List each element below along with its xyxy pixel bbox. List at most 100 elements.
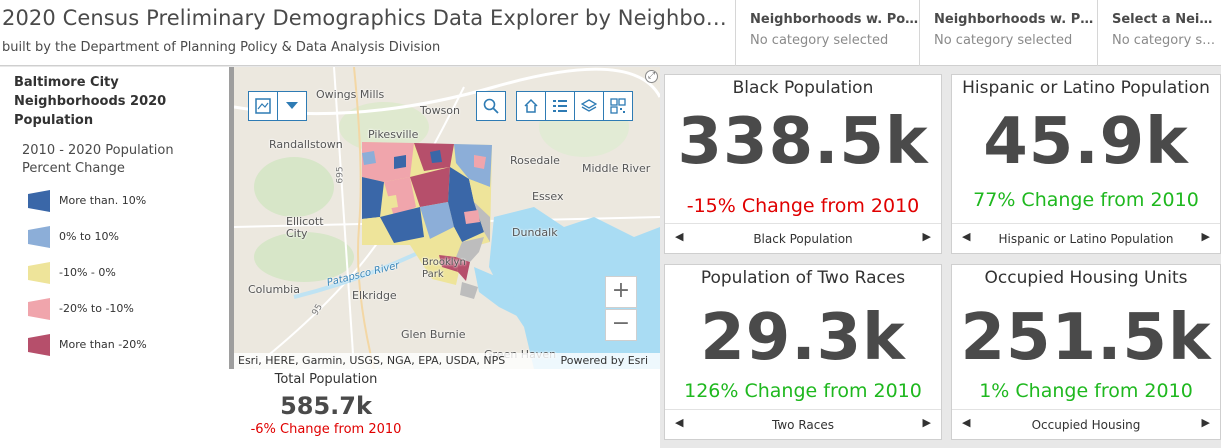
card-nav-label: Two Races [772,418,834,432]
map-place-label: Ellicott City [286,215,324,240]
card-title: Hispanic or Latino Population [962,78,1210,98]
card-nav-label: Hispanic or Latino Population [998,232,1174,246]
legend-swatch [28,298,50,320]
legend-swatch [28,226,50,248]
legend-item-label: More than. 10% [59,194,147,207]
legend-item-label: -20% to -10% [59,302,134,315]
basemap-gallery-button[interactable] [248,91,278,121]
total-population-label: Total Population [274,372,378,387]
legend-item: More than -20% [28,334,218,358]
selector-population-decrease[interactable]: Neighborhoods w. Population Decrease No … [919,0,1098,66]
previous-arrow-icon[interactable]: ◀ [962,416,971,429]
next-arrow-icon[interactable]: ▶ [922,416,931,429]
map-place-label: Columbia [248,283,300,296]
previous-arrow-icon[interactable]: ◀ [962,230,971,243]
legend-subtitle: 2010 - 2020 Population Percent Change [22,143,174,176]
map-attribution: Esri, HERE, Garmin, USGS, NGA, EPA, USDA… [234,353,660,369]
layers-button[interactable] [574,91,604,121]
total-population-indicator: Total Population 585.7k -6% Change from … [0,369,660,448]
map-road-label: 695 [335,166,346,184]
legend-button[interactable] [545,91,575,121]
card-nav: ◀ Two Races ▶ [665,409,941,439]
total-population-change: -6% Change from 2010 [250,422,402,437]
map-place-label: Rosedale [510,154,560,167]
selector-value: No category selected [1112,33,1221,48]
card-title: Population of Two Races [700,268,906,288]
map-place-label: Essex [532,190,564,203]
legend-swatch [28,334,50,356]
card-value: 45.9k [983,105,1189,179]
legend-scrollbar[interactable] [229,67,234,369]
next-arrow-icon[interactable]: ▶ [1201,230,1210,243]
card-nav: ◀ Black Population ▶ [665,223,941,253]
card-nav: ◀ Occupied Housing ▶ [952,409,1220,439]
dashboard-title: 2020 Census Preliminary Demographics Dat… [2,6,730,30]
card-title: Occupied Housing Units [984,268,1188,288]
selector-value: No category selected [934,33,1073,48]
legend-item: -10% - 0% [28,262,218,286]
map-place-label: Randallstown [269,138,343,151]
zoom-out-button[interactable]: − [605,309,637,341]
previous-arrow-icon[interactable]: ◀ [675,416,684,429]
card-nav: ◀ Hispanic or Latino Population ▶ [952,223,1220,253]
map-place-label: Dundalk [512,226,558,239]
indicator-card-two-races: Population of Two Races 29.3k 126% Chang… [664,264,942,440]
map-place-label: Glen Burnie [401,328,466,341]
map-legend: Baltimore City Neighborhoods 2020 Popula… [0,67,230,369]
zoom-in-button[interactable]: + [605,276,637,308]
card-change: 126% Change from 2010 [684,380,922,402]
map-gallery-icon [255,98,271,114]
legend-title: Baltimore City Neighborhoods 2020 Popula… [14,75,167,128]
card-change: 77% Change from 2010 [973,189,1199,211]
map-place-label: Pikesville [368,128,419,141]
card-value: 29.3k [700,301,906,375]
card-title: Black Population [732,78,874,98]
indicator-card-hispanic-population: Hispanic or Latino Population 45.9k 77% … [951,74,1221,254]
dashboard-header: 2020 Census Preliminary Demographics Dat… [0,0,1221,66]
legend-swatch [28,190,50,212]
previous-arrow-icon[interactable]: ◀ [675,230,684,243]
total-population-value: 585.7k [280,392,372,420]
layers-icon [581,99,597,112]
qr-code-button[interactable] [603,91,633,121]
dropdown-button[interactable] [277,91,307,121]
legend-item-label: -10% - 0% [59,266,116,279]
map-place-label: Towson [420,104,461,117]
map-place-label: Brooklyn Park [422,257,466,280]
search-icon [483,98,499,114]
list-icon [553,100,567,112]
card-change: 1% Change from 2010 [979,380,1193,402]
expand-icon[interactable]: ⤢ [645,70,658,83]
neighborhood-map[interactable]: Owings Mills Towson Pikesville Randallst… [234,67,660,369]
legend-item-label: More than -20% [59,338,147,351]
map-place-label: Owings Mills [316,88,385,101]
selector-value: No category selected [750,33,889,48]
legend-item: -20% to -10% [28,298,218,322]
indicator-card-occupied-housing: Occupied Housing Units 251.5k 1% Change … [951,264,1221,440]
powered-by-esri-link[interactable]: Powered by Esri [560,354,648,367]
selector-neighborhood[interactable]: Select a Neighborhood No category select… [1097,0,1221,66]
home-button[interactable] [516,91,546,121]
search-button[interactable] [476,91,506,121]
legend-item: More than. 10% [28,190,218,214]
map-place-label: Elkridge [352,289,397,302]
card-change: -15% Change from 2010 [686,195,920,217]
card-value: 338.5k [677,105,929,179]
map-place-label: Middle River [582,162,651,175]
qr-code-icon [610,98,626,114]
map-basemap [234,67,660,369]
indicator-card-black-population: Black Population 338.5k -15% Change from… [664,74,942,254]
card-nav-label: Black Population [753,232,853,246]
home-icon [524,98,538,113]
legend-item: 0% to 10% [28,226,218,250]
selector-label: Neighborhoods w. Population Increase [750,12,920,27]
dashboard-subtitle: built by the Department of Planning Poli… [2,40,441,55]
selector-population-increase[interactable]: Neighborhoods w. Population Increase No … [735,0,920,66]
selector-label: Neighborhoods w. Population Decrease [934,12,1098,27]
next-arrow-icon[interactable]: ▶ [922,230,931,243]
selector-label: Select a Neighborhood [1112,12,1221,27]
legend-swatch [28,262,50,284]
next-arrow-icon[interactable]: ▶ [1201,416,1210,429]
map-credits: Esri, HERE, Garmin, USGS, NGA, EPA, USDA… [238,354,506,367]
legend-item-label: 0% to 10% [59,230,119,243]
